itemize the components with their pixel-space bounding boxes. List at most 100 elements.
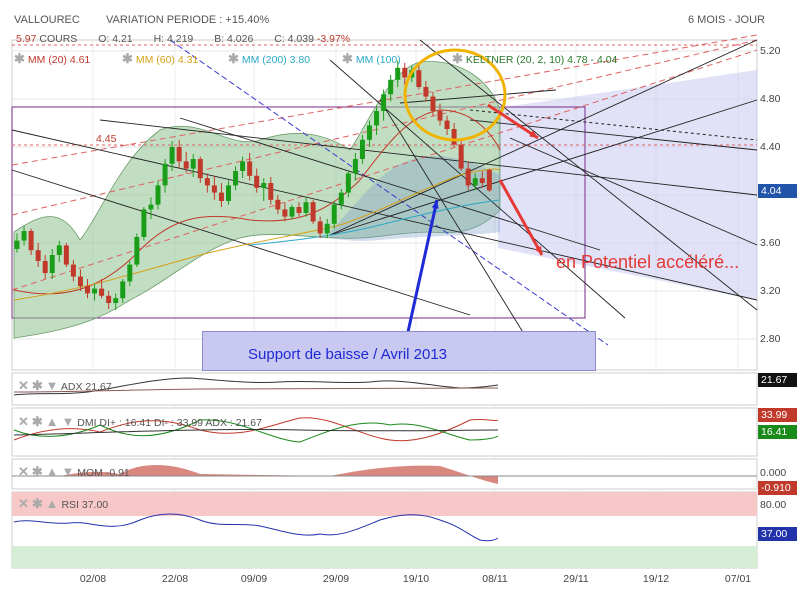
candle-body	[240, 161, 246, 171]
candle-body	[92, 288, 98, 294]
trend-dashed-red	[11, 39, 758, 216]
gear-icon[interactable]: ✱	[14, 51, 25, 66]
keltner-group: ✱ KELTNER (20, 2, 10) 4.78 - 4.04	[452, 51, 618, 67]
mm100-label[interactable]: MM (100)	[355, 54, 401, 66]
candle-body	[148, 204, 154, 210]
mom-badge: -0.910	[758, 481, 797, 495]
variation-value: +15.40%	[225, 14, 270, 26]
x-tick: 08/11	[482, 573, 508, 585]
candle-body	[113, 298, 119, 303]
red-arrow-head	[534, 246, 542, 255]
arrow-up-icon[interactable]: ▲	[45, 414, 59, 429]
variation-label: VARIATION PERIODE : +15.40%	[106, 14, 269, 26]
low-value: B: 4.026	[214, 33, 254, 45]
candle-body	[444, 120, 450, 129]
candle-body	[282, 209, 288, 217]
mm60-label[interactable]: MM (60) 4.31	[135, 54, 199, 66]
trend-line	[379, 99, 541, 361]
arrow-down-icon[interactable]: ▼	[45, 378, 59, 393]
arrow-up-icon[interactable]: ▲	[45, 464, 59, 479]
rsi-label: RSI 37.00	[61, 499, 109, 511]
trend-dashed-blue	[169, 39, 609, 346]
gear-icon[interactable]: ✱	[31, 496, 43, 511]
candle-body	[458, 144, 464, 169]
gear-icon[interactable]: ✱	[31, 464, 43, 479]
candle-body	[49, 255, 55, 273]
mom-label: MOM -0.91	[77, 467, 130, 479]
candle-body	[479, 178, 485, 183]
candle-body	[402, 67, 408, 78]
keltner-label[interactable]: KELTNER (20, 2, 10) 4.78 - 4.04	[465, 54, 618, 66]
mm100-group: ✱ MM (100)	[342, 51, 401, 67]
candle-body	[162, 163, 168, 186]
candle-body	[430, 96, 436, 111]
rsi-80-tick: 80.00	[760, 499, 787, 511]
candle-body	[218, 192, 224, 201]
candle-body	[120, 281, 126, 299]
candle-body	[303, 202, 309, 213]
last-price-badge: 4.04	[758, 184, 797, 198]
candle-body	[233, 171, 239, 186]
trend-line	[11, 169, 471, 316]
candle-body	[261, 183, 267, 188]
gear-icon[interactable]: ✱	[228, 51, 239, 66]
y-tick: 5.20	[760, 45, 781, 57]
gear-icon[interactable]: ✱	[31, 378, 43, 393]
adx-badge: 21.67	[758, 373, 797, 387]
candle-body	[324, 223, 330, 234]
candle-body	[42, 261, 48, 273]
mm200-label[interactable]: MM (200) 3.80	[241, 54, 311, 66]
candle-body	[127, 264, 133, 282]
trend-line	[179, 117, 601, 251]
candle-body	[226, 185, 231, 201]
mm60-group: ✱ MM (60) 4.31	[122, 51, 199, 67]
candle-body	[395, 67, 401, 80]
candle-body	[197, 159, 203, 179]
arrow-up-icon[interactable]: ▲	[45, 496, 59, 511]
gear-icon[interactable]: ✱	[342, 51, 353, 66]
gear-icon[interactable]: ✱	[31, 414, 43, 429]
arrow-down-icon[interactable]: ▼	[61, 464, 75, 479]
close-icon[interactable]: ✕	[18, 496, 29, 511]
arrow-down-icon[interactable]: ▼	[61, 414, 75, 429]
candle-body	[289, 207, 295, 217]
gear-icon[interactable]: ✱	[122, 51, 133, 66]
dmi-panel-header: ✕ ✱ ▲ ▼ DMI DI+ : 16.41 DI- : 33.99 ADX …	[18, 414, 262, 430]
candle-body	[176, 147, 182, 162]
adx-panel	[11, 372, 758, 406]
support-annotation-text: Support de baisse / Avril 2013	[248, 346, 448, 363]
x-tick: 02/08	[79, 573, 107, 585]
candle-body	[77, 276, 83, 287]
candle-body	[211, 185, 217, 193]
change-value: -3.97%	[316, 33, 351, 45]
close-icon[interactable]: ✕	[18, 378, 29, 393]
candle-body	[486, 169, 492, 191]
mm20-label[interactable]: MM (20) 4.61	[27, 54, 91, 66]
candle-body	[155, 185, 161, 205]
y-tick: 4.80	[760, 93, 781, 105]
trend-dotted	[469, 109, 758, 141]
close-icon[interactable]: ✕	[18, 464, 29, 479]
adx-panel-header: ✕ ✱ ▼ ADX 21.67	[18, 378, 112, 394]
adx-line	[13, 377, 499, 396]
candle-body	[437, 111, 443, 121]
candle-body	[338, 192, 344, 205]
trend-line	[329, 99, 758, 236]
candle-body	[85, 286, 90, 294]
close-icon[interactable]: ✕	[18, 414, 29, 429]
candle-body	[247, 161, 253, 176]
rsi-overbought-zone	[12, 492, 757, 516]
candle-body	[465, 168, 471, 186]
candle-body	[296, 207, 302, 213]
candle-body	[472, 178, 478, 186]
variation-label-text: VARIATION PERIODE :	[106, 14, 223, 26]
x-tick: 19/10	[402, 573, 430, 585]
x-tick: 29/09	[322, 573, 350, 585]
dmi-adx-line	[13, 429, 499, 436]
trend-line	[419, 39, 758, 311]
gear-icon[interactable]: ✱	[452, 51, 463, 66]
candle-body	[331, 204, 337, 224]
trend-dashed-red	[11, 34, 758, 166]
candle-body	[28, 231, 34, 251]
candle-body	[183, 161, 189, 169]
